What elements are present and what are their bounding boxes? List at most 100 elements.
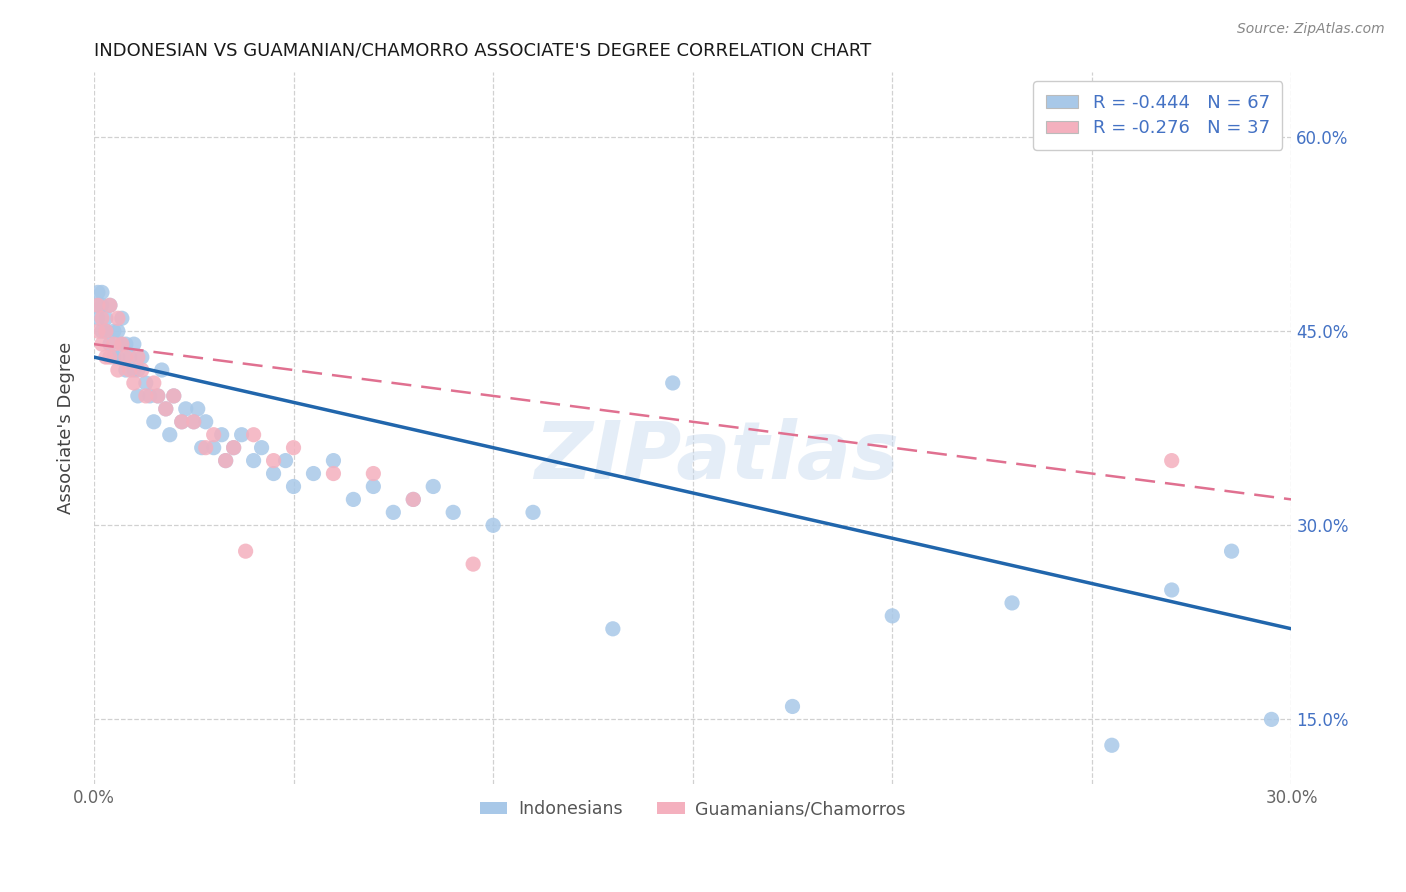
Point (122, 363, 145, 377)
Point (118, 350, 141, 364)
Point (155, 401, 177, 416)
Point (363, 467, 385, 481)
Point (87, 298, 110, 312)
Point (342, 492, 364, 507)
Point (222, 441, 245, 455)
Point (90, 324, 112, 338)
Text: ZIPatlas: ZIPatlas (534, 417, 900, 496)
Point (322, 467, 344, 481)
Point (174, 401, 197, 416)
Point (1160, 453, 1182, 467)
Point (122, 376, 145, 390)
Y-axis label: Associate's Degree: Associate's Degree (58, 343, 75, 515)
Point (402, 492, 425, 507)
Point (127, 350, 149, 364)
Point (150, 363, 173, 377)
Point (155, 401, 177, 416)
Point (111, 311, 134, 326)
Point (183, 415, 205, 429)
Point (111, 337, 134, 351)
Point (522, 505, 544, 519)
Point (135, 376, 157, 390)
Point (115, 337, 138, 351)
Point (283, 441, 305, 455)
Point (242, 453, 264, 467)
Point (194, 415, 217, 429)
Point (242, 427, 264, 442)
Point (127, 389, 149, 403)
Point (302, 467, 325, 481)
Point (263, 467, 285, 481)
Point (159, 427, 181, 442)
Point (87, 311, 110, 326)
Point (263, 453, 285, 467)
Point (187, 401, 209, 416)
Point (115, 363, 138, 377)
Point (482, 518, 505, 533)
Point (235, 544, 257, 558)
Point (90, 298, 112, 312)
Point (98, 298, 121, 312)
Point (322, 453, 344, 467)
Point (94, 350, 117, 364)
Point (231, 427, 253, 442)
Point (283, 479, 305, 493)
Point (183, 415, 205, 429)
Point (163, 389, 186, 403)
Point (1220, 544, 1243, 558)
Point (103, 324, 125, 338)
Point (1260, 712, 1282, 726)
Point (441, 505, 464, 519)
Point (142, 415, 165, 429)
Legend: Indonesians, Guamanians/Chamorros: Indonesians, Guamanians/Chamorros (472, 793, 912, 825)
Point (131, 363, 153, 377)
Point (190, 441, 212, 455)
Point (107, 350, 129, 364)
Point (87, 298, 110, 312)
Point (170, 415, 193, 429)
Point (111, 337, 134, 351)
Point (98, 350, 121, 364)
Point (94, 324, 117, 338)
Point (1160, 582, 1182, 597)
Point (363, 479, 385, 493)
Point (214, 453, 236, 467)
Point (194, 441, 217, 455)
Point (131, 350, 153, 364)
Point (94, 311, 117, 326)
Point (602, 622, 624, 636)
Point (139, 389, 162, 403)
Point (98, 298, 121, 312)
Point (90, 337, 112, 351)
Point (202, 441, 225, 455)
Point (163, 389, 186, 403)
Point (214, 453, 236, 467)
Point (402, 492, 425, 507)
Point (222, 441, 245, 455)
Point (202, 427, 225, 442)
Point (107, 324, 129, 338)
Point (882, 608, 904, 623)
Point (118, 363, 141, 377)
Point (94, 324, 117, 338)
Point (107, 363, 129, 377)
Point (250, 441, 273, 455)
Point (142, 376, 165, 390)
Point (115, 350, 138, 364)
Point (1101, 738, 1123, 752)
Point (135, 389, 157, 403)
Point (87, 285, 110, 300)
Point (87, 324, 110, 338)
Point (463, 557, 485, 571)
Point (127, 363, 149, 377)
Point (170, 415, 193, 429)
Point (103, 337, 125, 351)
Point (661, 376, 683, 390)
Point (107, 311, 129, 326)
Point (90, 285, 112, 300)
Point (122, 337, 145, 351)
Text: INDONESIAN VS GUAMANIAN/CHAMORRO ASSOCIATE'S DEGREE CORRELATION CHART: INDONESIAN VS GUAMANIAN/CHAMORRO ASSOCIA… (94, 42, 872, 60)
Point (90, 311, 112, 326)
Point (422, 479, 444, 493)
Text: Source: ZipAtlas.com: Source: ZipAtlas.com (1237, 22, 1385, 37)
